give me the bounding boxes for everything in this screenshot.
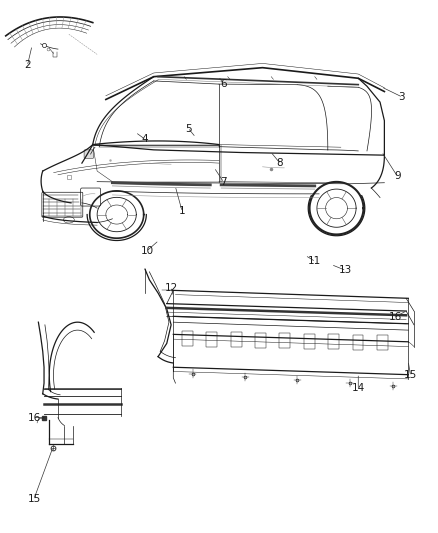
Bar xyxy=(328,334,339,349)
Text: 5: 5 xyxy=(185,124,192,134)
Text: 1: 1 xyxy=(179,206,185,216)
Text: 12: 12 xyxy=(165,282,178,293)
Bar xyxy=(255,333,266,348)
Text: 2: 2 xyxy=(24,60,31,70)
Text: 11: 11 xyxy=(308,256,321,266)
Bar xyxy=(206,332,217,346)
Text: 10: 10 xyxy=(141,246,154,256)
Bar xyxy=(304,334,315,349)
Bar xyxy=(377,335,388,350)
Text: 3: 3 xyxy=(399,92,405,102)
Bar xyxy=(231,332,242,347)
Text: 9: 9 xyxy=(394,172,401,181)
Text: 16: 16 xyxy=(389,312,402,322)
Bar xyxy=(353,335,364,350)
Text: 15: 15 xyxy=(404,370,417,380)
Bar xyxy=(279,333,290,348)
Text: 14: 14 xyxy=(352,383,365,393)
Text: 8: 8 xyxy=(277,158,283,168)
FancyBboxPatch shape xyxy=(84,150,94,158)
Text: 15: 15 xyxy=(28,494,41,504)
Text: 16: 16 xyxy=(28,413,41,423)
Text: 7: 7 xyxy=(220,176,226,187)
Bar xyxy=(182,331,193,346)
Text: 6: 6 xyxy=(220,78,226,88)
Text: 4: 4 xyxy=(142,134,148,144)
Text: 13: 13 xyxy=(339,265,352,275)
